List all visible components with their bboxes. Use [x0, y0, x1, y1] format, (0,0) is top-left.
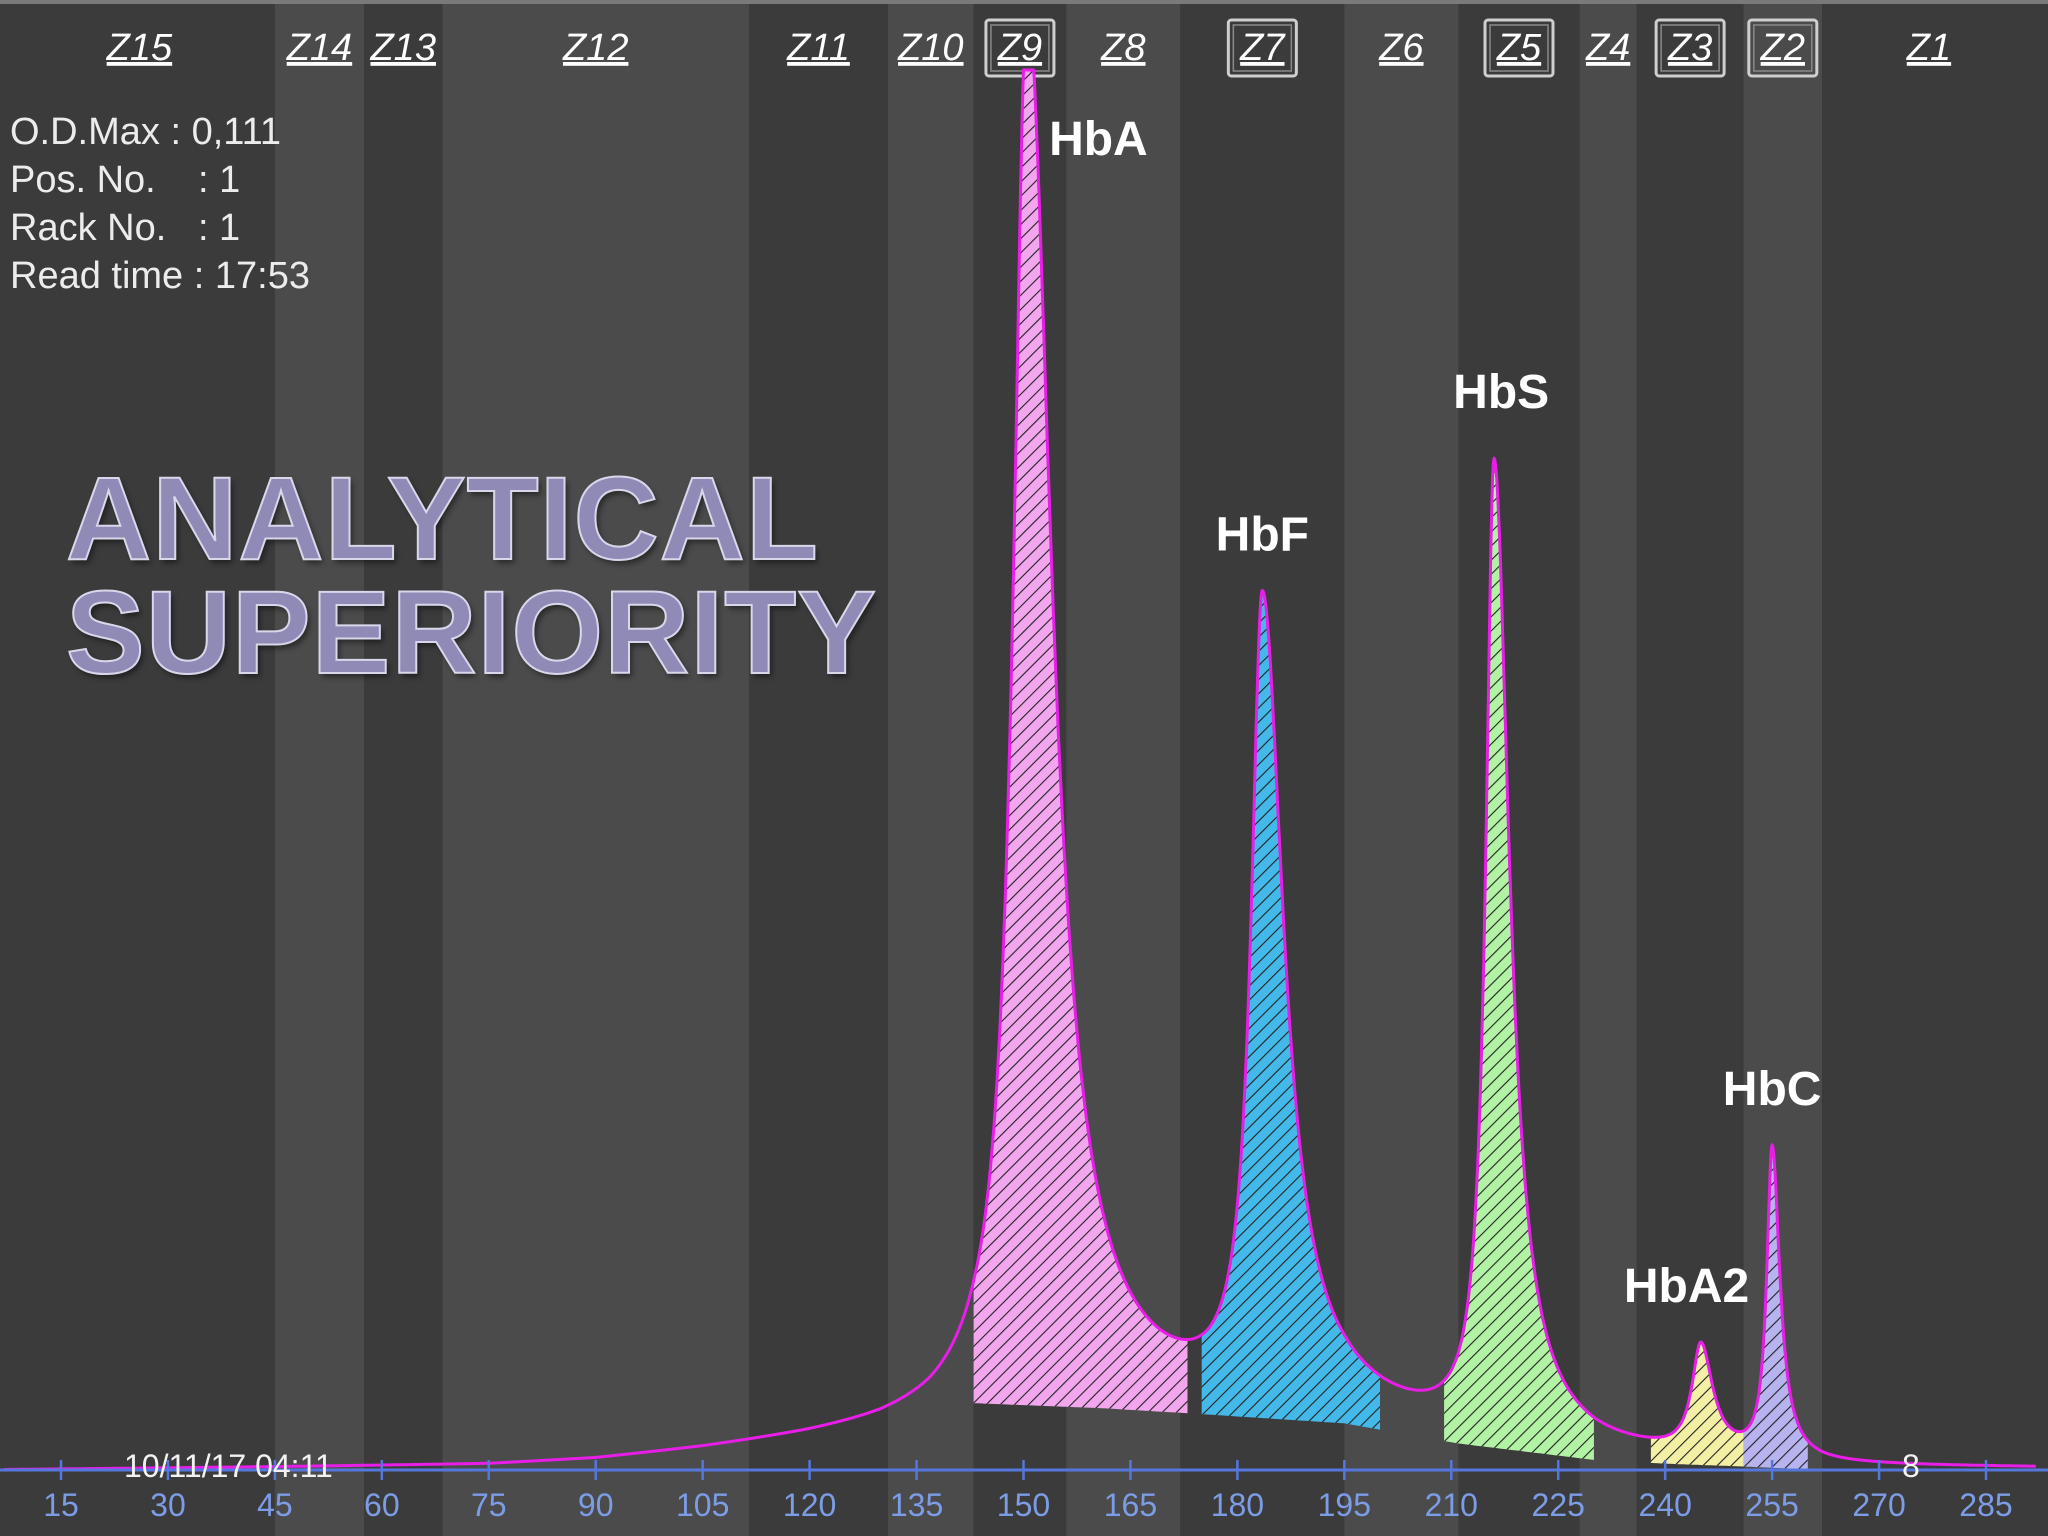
sample-info: O.D.Max : 0,111 Pos. No. : 1 Rack No. : …	[10, 108, 310, 300]
zone-label-z4: Z4	[1585, 27, 1630, 69]
peak-label-hba: HbA	[1049, 113, 1148, 166]
x-tick-label-285: 285	[1959, 1487, 2012, 1523]
x-tick-label-240: 240	[1638, 1487, 1691, 1523]
headline-line-2: SUPERIORITY	[65, 567, 877, 699]
x-tick-label-75: 75	[471, 1487, 507, 1523]
zone-label-z8: Z8	[1100, 27, 1145, 69]
x-tick-label-45: 45	[257, 1487, 293, 1523]
zone-box-z3	[1654, 18, 1726, 78]
x-tick-label-150: 150	[997, 1487, 1050, 1523]
peak-hatch-hbf	[1201, 590, 1380, 1430]
zone-label-z9: Z9	[997, 27, 1042, 69]
zone-box-z2	[1747, 18, 1819, 78]
x-tick-label-270: 270	[1852, 1487, 1905, 1523]
zone-box-inner-z3	[1660, 24, 1720, 72]
zone-band-z4	[1579, 4, 1637, 1536]
zone-label-z11: Z11	[786, 27, 850, 69]
peak-label-hbf: HbF	[1216, 508, 1309, 561]
zone-box-z9	[984, 18, 1056, 78]
zone-band-z12	[442, 4, 750, 1536]
peak-hatch-hbs	[1444, 458, 1594, 1460]
zone-label-z7: Z7	[1239, 27, 1286, 69]
headline-line-1: ANALYTICAL	[65, 453, 819, 585]
run-datetime: 10/11/17 04:11	[124, 1448, 333, 1484]
peak-label-hbc: HbC	[1723, 1063, 1822, 1116]
zone-box-z7	[1226, 18, 1298, 78]
x-tick-label-90: 90	[578, 1487, 614, 1523]
zone-band-z15	[3, 4, 275, 1536]
read-time: Read time : 17:53	[10, 255, 310, 297]
x-tick-label-15: 15	[43, 1487, 79, 1523]
x-tick-label-255: 255	[1745, 1487, 1798, 1523]
zone-box-inner-z9	[990, 24, 1050, 72]
densitometry-trace	[3, 68, 2037, 1471]
peak-hatch-hba	[973, 70, 1188, 1414]
zone-label-z14: Z14	[286, 27, 352, 69]
peak-label-hba2: HbA2	[1624, 1260, 1749, 1313]
x-tick-label-180: 180	[1211, 1487, 1264, 1523]
zone-label-z10: Z10	[897, 27, 963, 69]
x-tick-label-105: 105	[676, 1487, 729, 1523]
zone-band-z13	[364, 4, 443, 1536]
peak-label-hbs: HbS	[1453, 366, 1549, 419]
x-tick-label-210: 210	[1425, 1487, 1478, 1523]
zone-label-z5: Z5	[1496, 27, 1542, 69]
od-max-readout: O.D.Max : 0,111	[10, 111, 282, 153]
zone-band-z1	[1822, 4, 2036, 1536]
zone-band-z2	[1743, 4, 1823, 1536]
zone-label-z2: Z2	[1760, 27, 1805, 69]
zone-label-z13: Z13	[369, 27, 435, 69]
zone-box-inner-z5	[1489, 24, 1549, 72]
zone-label-z6: Z6	[1378, 27, 1424, 69]
x-tick-label-195: 195	[1318, 1487, 1371, 1523]
run-count: 8	[1902, 1448, 1920, 1484]
zone-box-inner-z2	[1753, 24, 1813, 72]
x-tick-label-225: 225	[1532, 1487, 1585, 1523]
top-border	[0, 0, 2048, 4]
x-tick-label-30: 30	[150, 1487, 186, 1523]
zone-band-z10	[888, 4, 974, 1536]
zone-band-z3	[1636, 4, 1744, 1536]
zone-box-inner-z7	[1232, 24, 1293, 72]
position-number: Pos. No. : 1	[10, 159, 241, 201]
x-tick-label-135: 135	[890, 1487, 943, 1523]
zone-band-z11	[749, 4, 889, 1536]
zone-box-z5	[1483, 18, 1555, 78]
x-tick-label-60: 60	[364, 1487, 400, 1523]
x-tick-label-165: 165	[1104, 1487, 1157, 1523]
zone-band-z6	[1344, 4, 1459, 1536]
peak-hatch-hba2	[1650, 1342, 1744, 1467]
rack-number: Rack No. : 1	[10, 207, 241, 249]
zone-label-z1: Z1	[1906, 27, 1951, 69]
zone-label-z15: Z15	[106, 27, 173, 69]
headline: ANALYTICAL SUPERIORITY	[65, 453, 877, 699]
zone-label-z3: Z3	[1667, 27, 1712, 69]
x-tick-label-120: 120	[783, 1487, 836, 1523]
zone-label-z12: Z12	[562, 27, 628, 69]
zone-band-z14	[274, 4, 365, 1536]
